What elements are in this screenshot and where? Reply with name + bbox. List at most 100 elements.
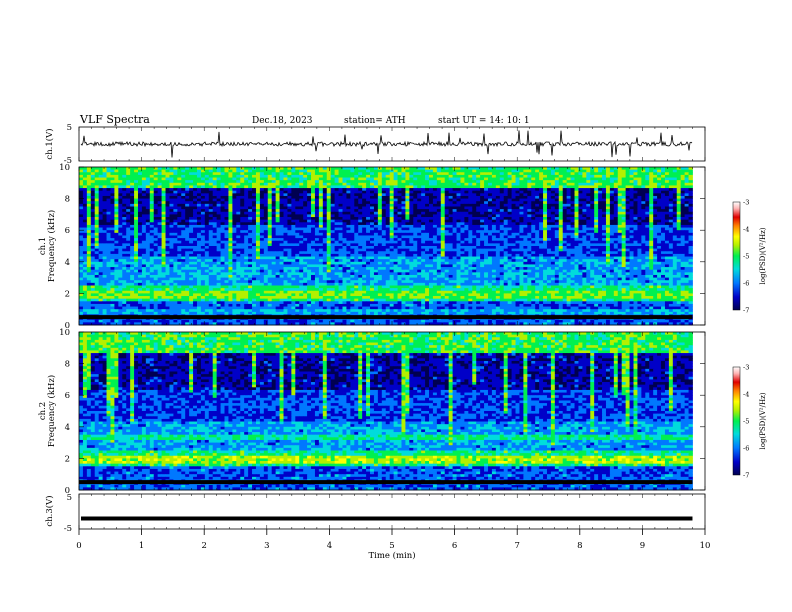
spectrogram-cell	[480, 222, 484, 225]
spectrogram-cell	[335, 178, 339, 181]
spectrogram-cell	[248, 238, 252, 241]
spectrogram-cell	[299, 230, 303, 233]
spectrogram-cell	[362, 170, 366, 173]
spectrogram-cell	[103, 183, 107, 186]
spectrogram-cell	[213, 222, 217, 225]
spectrogram-cell	[472, 220, 476, 223]
spectrogram-cell	[232, 235, 236, 238]
spectrogram-cell	[295, 172, 299, 175]
spectrogram-cell	[114, 212, 118, 215]
spectrogram-cell	[354, 222, 358, 225]
spectrogram-cell	[390, 220, 394, 223]
spectrogram-cell	[437, 238, 441, 241]
spectrogram-cell	[150, 228, 154, 231]
spectrogram-cell	[578, 220, 582, 223]
spectrogram-cell	[626, 235, 630, 238]
spectrogram-cell	[225, 214, 229, 217]
spectrogram-cell	[453, 222, 457, 225]
spectrogram-cell	[539, 241, 543, 244]
spectrogram-cell	[398, 201, 402, 204]
spectrogram-cell	[500, 180, 504, 183]
spectrogram-cell	[673, 233, 677, 236]
spectrogram-cell	[370, 214, 374, 217]
spectrogram-cell	[248, 170, 252, 173]
spectrogram-cell	[346, 233, 350, 236]
spectrogram-cell	[83, 246, 87, 249]
spectrogram-cell	[335, 209, 339, 212]
spectrogram-cell	[287, 235, 291, 238]
spectrogram-cell	[689, 201, 693, 204]
spectrogram-cell	[225, 222, 229, 225]
spectrogram-cell	[362, 241, 366, 244]
spectrogram-cell	[508, 238, 512, 241]
spectrogram-cell	[99, 178, 103, 181]
spectrogram-cell	[504, 217, 508, 220]
spectrogram-cell	[209, 243, 213, 246]
spectrogram-cell	[287, 209, 291, 212]
spectrogram-cell	[225, 235, 229, 238]
spectrogram-cell	[531, 241, 535, 244]
spectrogram-cell	[209, 207, 213, 210]
spectrogram-cell	[142, 204, 146, 207]
spectrogram-cell	[409, 225, 413, 228]
spectrogram-cell	[590, 172, 594, 175]
spectrogram-cell	[240, 217, 244, 220]
spectrogram-cell	[244, 178, 248, 181]
spectrogram-cell	[169, 230, 173, 233]
spectrogram-cell	[496, 243, 500, 246]
spectrogram-cell	[551, 207, 555, 210]
spectrogram-cell	[189, 183, 193, 186]
spectrogram-cell	[283, 193, 287, 196]
spectrogram-cell	[575, 172, 579, 175]
spectrogram-cell	[409, 193, 413, 196]
spectrogram-cell	[240, 243, 244, 246]
spectrogram-cell	[394, 243, 398, 246]
spectrogram-cell	[425, 196, 429, 199]
spectrogram-cell	[559, 207, 563, 210]
spectrogram-cell	[433, 207, 437, 210]
spectrogram-cell	[339, 185, 343, 188]
spectrogram-cell	[657, 220, 661, 223]
spectrogram-cell	[169, 180, 173, 183]
spectrogram-cell	[158, 222, 162, 225]
spectrogram-cell	[677, 188, 681, 191]
spectrogram-cell	[504, 220, 508, 223]
spectrogram-cell	[689, 212, 693, 215]
spectrogram-cell	[512, 170, 516, 173]
spectrogram-cell	[547, 193, 551, 196]
spectrogram-cell	[673, 175, 677, 178]
spectrogram-cell	[283, 185, 287, 188]
spectrogram-cell	[645, 217, 649, 220]
spectrogram-cell	[189, 235, 193, 238]
spectrogram-cell	[118, 230, 122, 233]
spectrogram-cell	[563, 214, 567, 217]
spectrogram-cell	[209, 222, 213, 225]
spectrogram-cell	[610, 196, 614, 199]
spectrogram-cell	[516, 170, 520, 173]
spectrogram-cell	[256, 167, 260, 170]
spectrogram-cell	[441, 172, 445, 175]
spectrogram-cell	[649, 180, 653, 183]
spectrogram-cell	[476, 214, 480, 217]
spectrogram-cell	[217, 199, 221, 202]
spectrogram-cell	[342, 199, 346, 202]
spectrogram-cell	[291, 235, 295, 238]
spectrogram-cell	[578, 209, 582, 212]
spectrogram-cell	[567, 214, 571, 217]
spectrogram-cell	[358, 209, 362, 212]
spectrogram-cell	[358, 241, 362, 244]
spectrogram-cell	[162, 246, 166, 249]
spectrogram-cell	[244, 183, 248, 186]
spectrogram-cell	[236, 175, 240, 178]
spectrogram-cell	[626, 191, 630, 194]
spectrogram-cell	[83, 241, 87, 244]
spectrogram-cell	[346, 204, 350, 207]
spectrogram-cell	[154, 209, 158, 212]
spectrogram-cell	[331, 183, 335, 186]
spectrogram-cell	[114, 235, 118, 238]
spectrogram-cell	[130, 241, 134, 244]
spectrogram-cell	[99, 235, 103, 238]
spectrogram-cell	[571, 225, 575, 228]
spectrogram-cell	[307, 178, 311, 181]
spectrogram-cell	[185, 193, 189, 196]
